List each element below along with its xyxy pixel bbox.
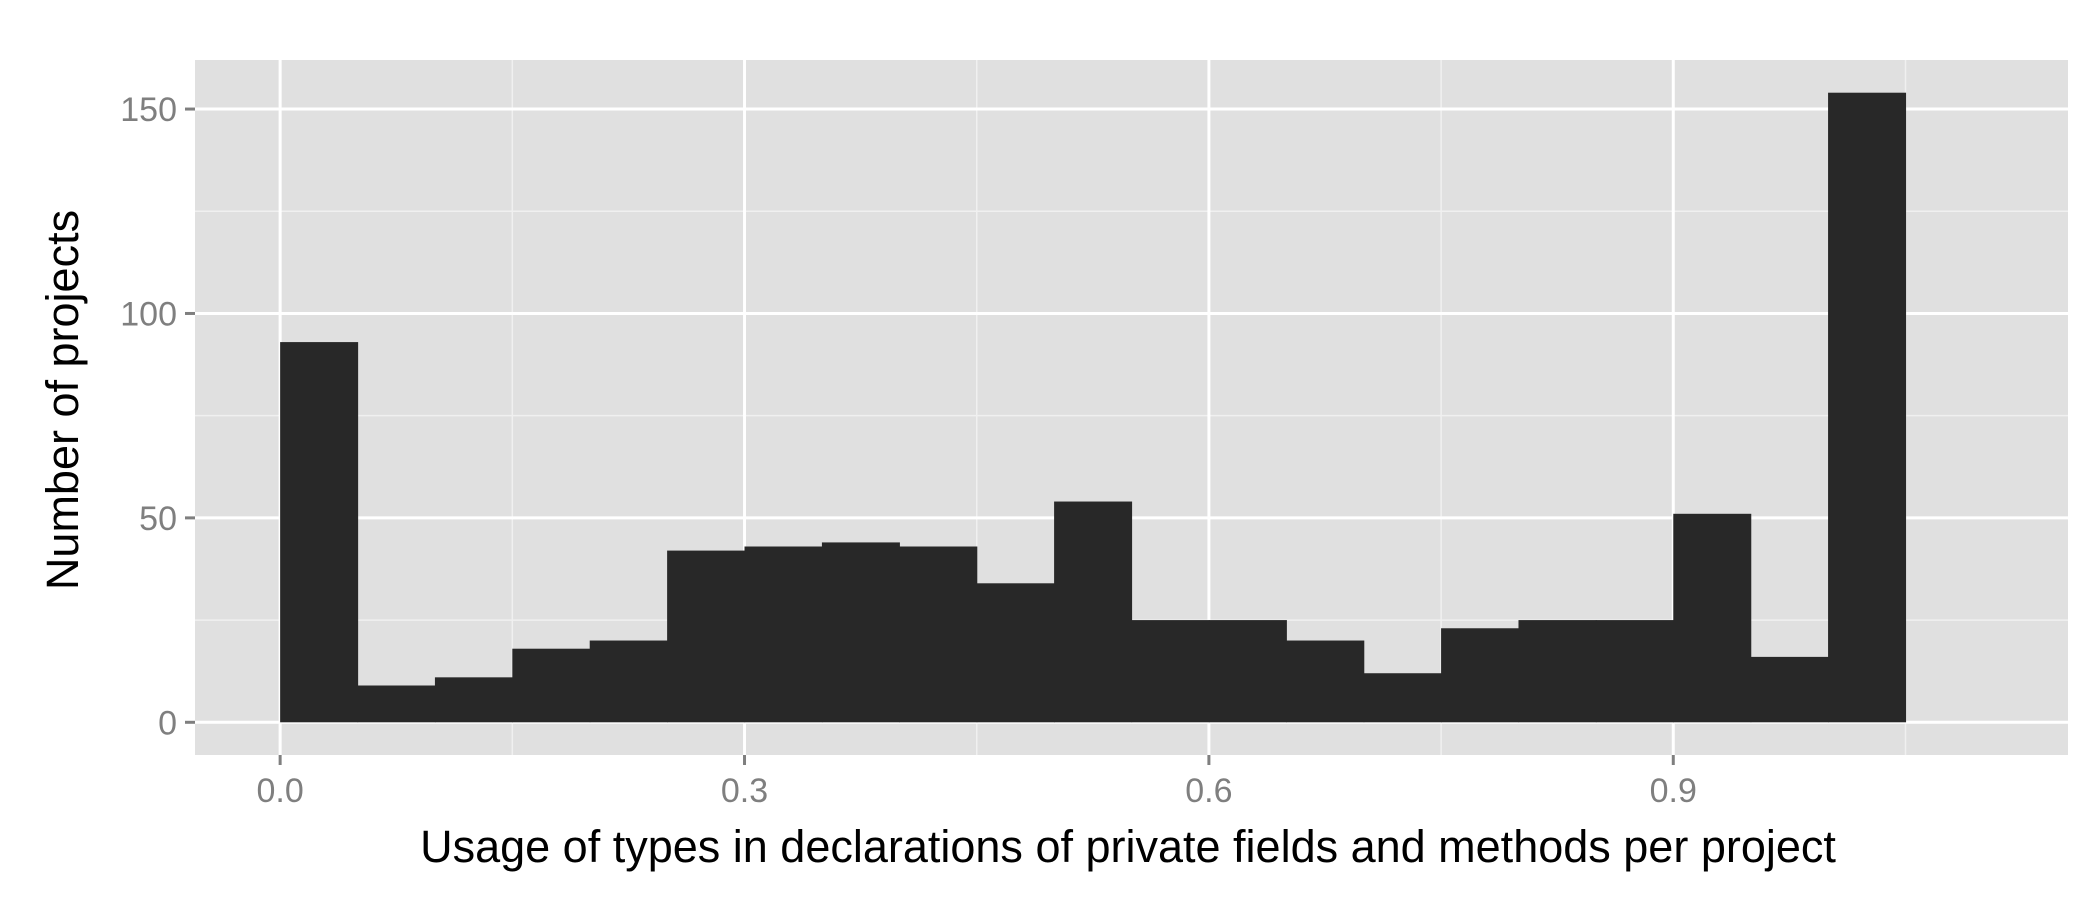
histogram-bar — [821, 542, 900, 723]
histogram-bar — [1441, 628, 1520, 723]
x-axis: 0.0 0.3 0.6 0.9 — [257, 755, 1697, 810]
y-axis: 0 50 100 150 — [120, 91, 195, 742]
histogram-bars — [280, 92, 1907, 723]
histogram-bar — [1208, 620, 1287, 723]
histogram-bar — [512, 648, 591, 723]
histogram-bar — [1286, 640, 1365, 723]
histogram-bar — [1673, 513, 1752, 723]
histogram-bar — [1750, 656, 1829, 723]
histogram-bar — [434, 677, 513, 723]
histogram-bar — [976, 583, 1055, 723]
histogram-bar — [280, 342, 359, 723]
x-tick-label: 0.6 — [1185, 772, 1232, 810]
histogram-bar — [667, 550, 746, 723]
x-tick-label: 0.3 — [721, 772, 768, 810]
histogram-bar — [744, 546, 823, 723]
x-axis-title: Usage of types in declarations of privat… — [420, 821, 1836, 872]
histogram-bar — [1363, 673, 1442, 723]
histogram-bar — [899, 546, 978, 723]
histogram-bar — [1518, 620, 1597, 723]
y-axis-title: Number of projects — [37, 210, 88, 590]
histogram-bar — [357, 685, 436, 723]
histogram-bar — [1131, 620, 1210, 723]
histogram-bar — [1595, 620, 1674, 723]
x-tick-label: 0.9 — [1650, 772, 1697, 810]
y-tick-label: 0 — [158, 704, 177, 742]
histogram-bar — [1828, 92, 1907, 723]
y-tick-label: 150 — [120, 91, 177, 129]
y-tick-label: 50 — [139, 500, 177, 538]
x-tick-label: 0.0 — [257, 772, 304, 810]
y-tick-label: 100 — [120, 295, 177, 333]
histogram-bar — [1054, 501, 1133, 723]
histogram-bar — [589, 640, 668, 723]
